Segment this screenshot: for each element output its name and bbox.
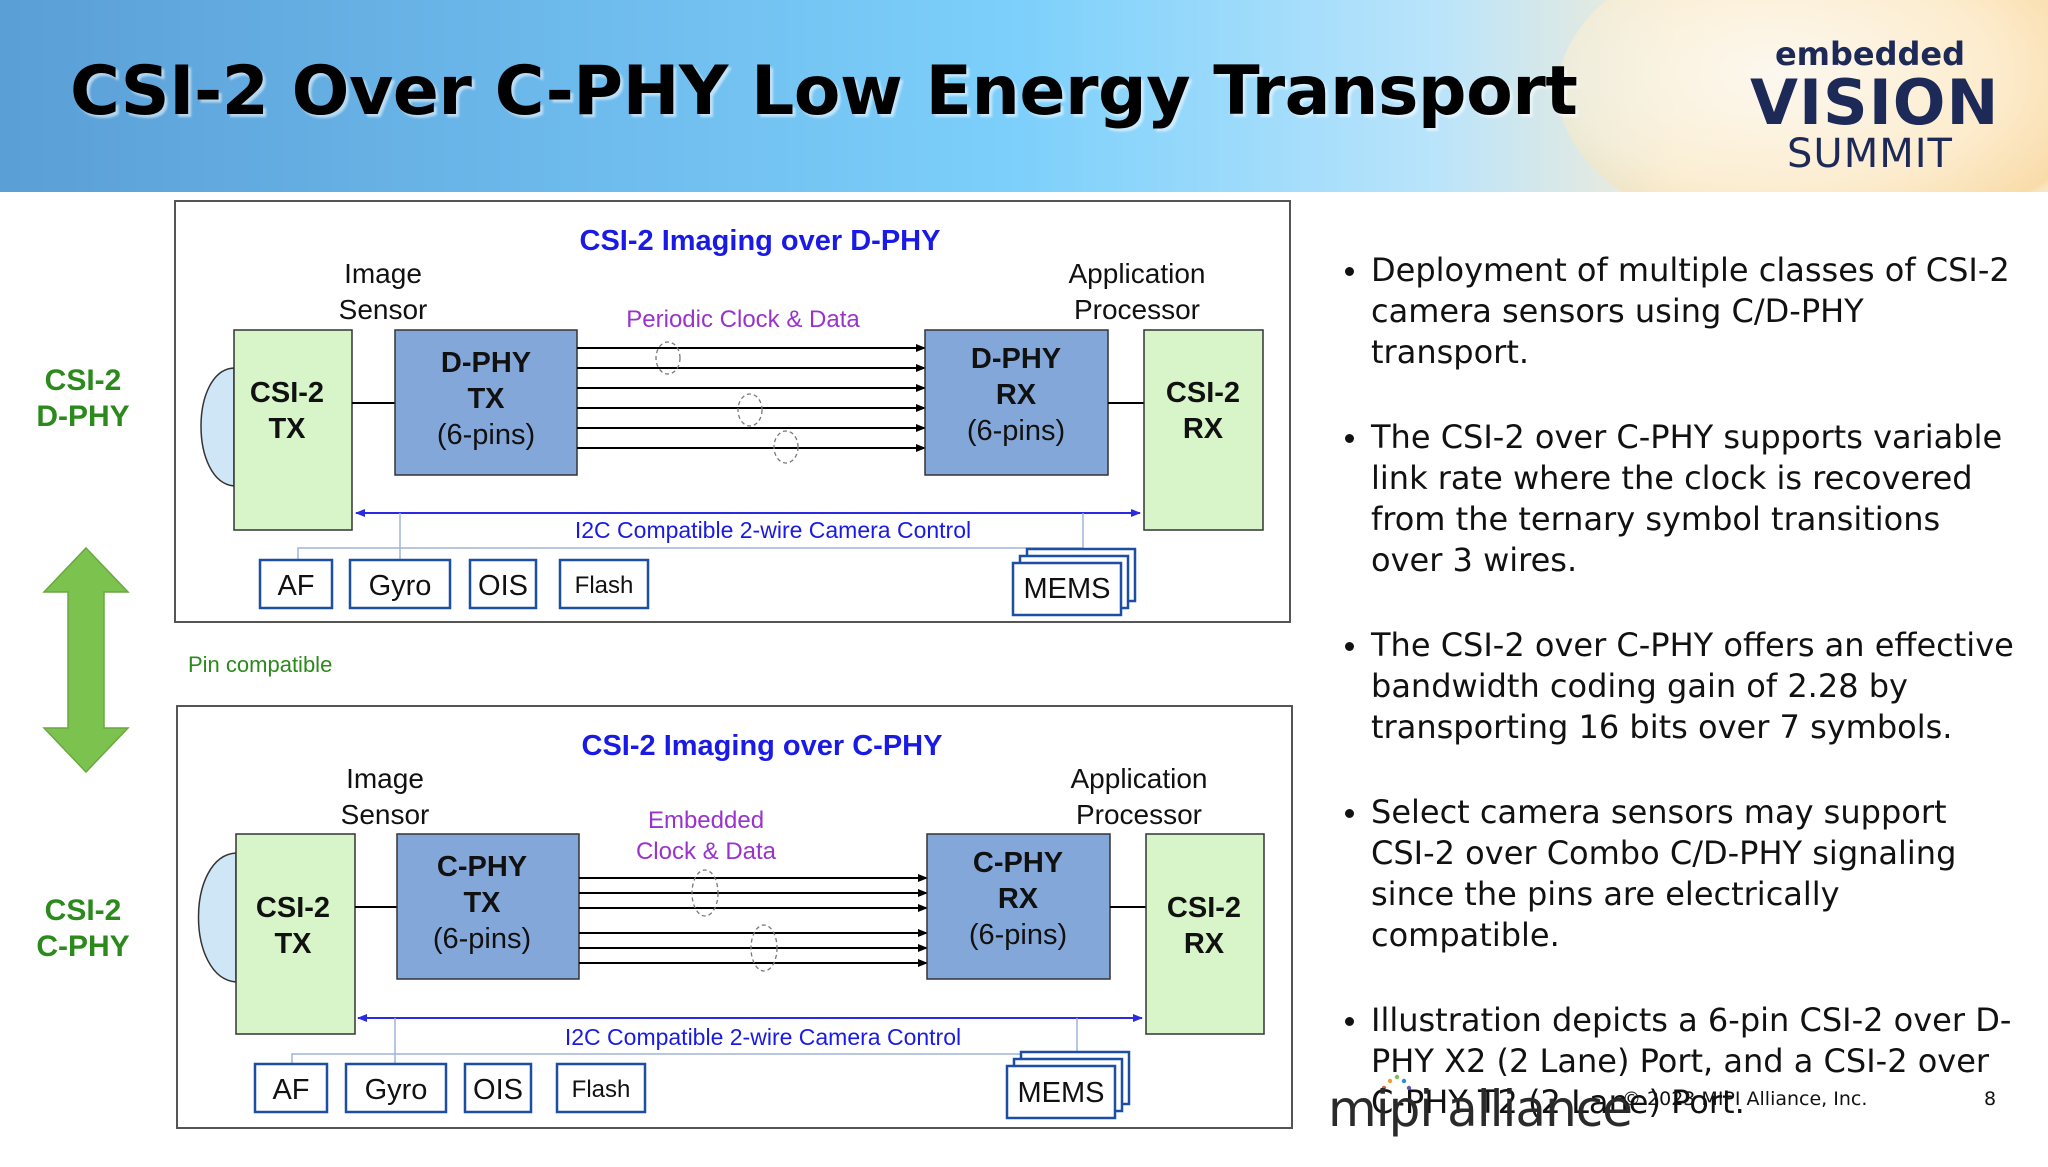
slide-title: CSI-2 Over C-PHY Low Energy Transport [70,52,1578,131]
bullet-item: The CSI-2 over C-PHY offers an effective… [1340,625,2020,748]
dphy-mems-box [1011,561,1123,617]
dphy-image-sensor-label: Image Sensor [339,258,428,325]
logo-line-vision: VISION [1750,66,2000,139]
dphy-rx-label: D-PHY RX (6-pins) [967,343,1065,447]
cphy-ois-label: OIS [473,1074,523,1106]
cphy-lanes [579,874,928,967]
side-label-dphy: CSI-2 D-PHY [36,364,129,433]
pin-compatible-label: Pin compatible [188,652,332,677]
cphy-flash-label: Flash [572,1076,631,1103]
copyright-text: © 2023 MIPI Alliance, Inc. [1622,1088,1868,1110]
dphy-csi2-rx-label: CSI-2 RX [1166,377,1240,445]
dphy-lanes [577,344,926,452]
dphy-link-label: Periodic Clock & Data [626,306,860,333]
dphy-lane-group-ellipses [655,341,799,464]
dphy-af-box [258,558,334,610]
bullet-list: Deployment of multiple classes of CSI-2 … [1340,250,2020,1167]
dphy-csi2-tx-label: CSI-2 TX [250,377,324,445]
side-label-cphy: CSI-2 C-PHY [36,894,129,963]
dphy-control-label: I2C Compatible 2-wire Camera Control [575,517,971,543]
dphy-flash-box [558,558,650,610]
cphy-csi2-rx-block [1145,833,1265,1035]
cphy-csi2-tx-block [235,833,356,1035]
dphy-gyro-box [348,558,452,610]
bullet-item: Select camera sensors may support CSI-2 … [1340,792,2020,956]
cphy-csi2-tx-label: CSI-2 TX [256,892,330,960]
page-number: 8 [1984,1088,1997,1110]
bullet-item: The CSI-2 over C-PHY supports variable l… [1340,417,2020,581]
cphy-control-taps [291,1018,1078,1064]
cphy-af-box [253,1062,329,1114]
dphy-application-processor-label: Application Processor [1069,258,1206,325]
cphy-mems-label: MEMS [1018,1077,1105,1109]
bullet-item: Illustration depicts a 6-pin CSI-2 over … [1340,1000,2020,1123]
cphy-lane-group-ellipses [691,869,778,972]
dphy-ois-box [468,558,538,610]
cphy-csi2-rx-label: CSI-2 RX [1167,892,1241,960]
cphy-panel: CSI-2 Imaging over C-PHY Image Sensor App… [176,705,1293,1129]
cphy-panel-title: CSI-2 Imaging over C-PHY [582,730,943,762]
cphy-flash-box [555,1062,647,1114]
banner-swirl-graphic [1558,0,2048,192]
dphy-gyro-label: Gyro [369,570,432,602]
dphy-tx-block [394,329,578,476]
cphy-mems-box [1005,1064,1117,1120]
dphy-control-taps [297,513,1084,560]
title-banner [0,0,2048,192]
dphy-tx-label: D-PHY TX (6-pins) [437,347,535,451]
cphy-af-label: AF [272,1074,309,1106]
dphy-mems-label: MEMS [1024,573,1111,605]
pin-compatible-arrow [42,546,130,774]
cphy-rx-block [926,833,1111,980]
dphy-af-label: AF [277,570,314,602]
dphy-ois-label: OIS [478,570,528,602]
cphy-control-label: I2C Compatible 2-wire Camera Control [565,1024,961,1050]
dphy-panel: CSI-2 Imaging over D-PHY Image Sensor App… [174,200,1291,623]
cphy-camera-lens [197,852,237,983]
cphy-gyro-box [344,1062,448,1114]
dphy-camera-lens [200,367,235,487]
bullet-item: Deployment of multiple classes of CSI-2 … [1340,250,2020,373]
dphy-rx-block [924,329,1109,476]
cphy-ois-box [463,1062,533,1114]
cphy-gyro-label: Gyro [365,1074,428,1106]
cphy-image-sensor-label: Image Sensor [341,763,430,830]
logo-line-embedded: embedded [1774,35,1966,73]
mipi-logo-dots [1381,1074,1412,1091]
embedded-vision-summit-logo: embedded VISION SUMMIT [1750,35,2000,177]
mipi-alliance-logo: mipi alliance [1328,1080,1633,1138]
dphy-csi2-tx-block [233,329,353,531]
logo-line-summit: SUMMIT [1787,131,1953,177]
dphy-flash-label: Flash [575,572,634,599]
cphy-application-processor-label: Application Processor [1071,763,1208,830]
cphy-rx-label: C-PHY RX (6-pins) [969,847,1067,951]
cphy-link-label: Embedded Clock & Data [636,807,777,865]
cphy-tx-label: C-PHY TX (6-pins) [433,851,531,955]
dphy-panel-title: CSI-2 Imaging over D-PHY [580,225,941,257]
dphy-csi2-rx-block [1143,329,1264,531]
cphy-tx-block [396,833,580,980]
